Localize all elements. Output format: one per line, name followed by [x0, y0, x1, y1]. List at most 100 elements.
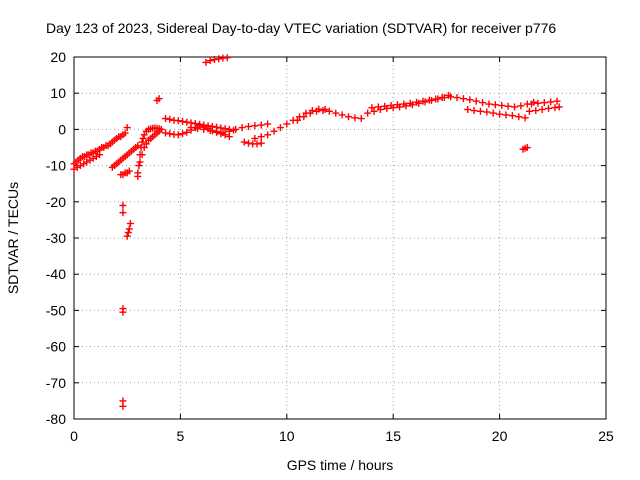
data-point: [244, 123, 252, 131]
data-point: [528, 100, 536, 108]
data-point: [517, 102, 525, 110]
data-point: [244, 139, 252, 147]
data-point: [264, 120, 272, 128]
data-point: [555, 103, 563, 111]
data-point: [438, 94, 446, 102]
data-point: [257, 133, 265, 141]
data-point: [313, 107, 321, 115]
data-point: [126, 220, 134, 228]
data-point: [179, 117, 187, 125]
data-point: [155, 95, 163, 103]
y-tick-label: -70: [46, 375, 66, 391]
data-point: [253, 140, 261, 148]
data-point: [374, 103, 382, 111]
x-tick-label: 0: [70, 428, 78, 444]
data-point: [225, 127, 233, 135]
data-point: [123, 124, 131, 132]
y-tick-label: -50: [46, 302, 66, 318]
data-point: [157, 125, 165, 133]
data-point: [135, 162, 143, 170]
y-tick-label: 20: [50, 49, 66, 65]
data-point: [459, 95, 467, 103]
data-point: [134, 169, 142, 177]
data-point: [219, 129, 227, 137]
data-point: [119, 201, 127, 209]
data-point: [276, 124, 284, 132]
data-point: [183, 118, 191, 126]
data-point: [381, 102, 389, 110]
data-point: [232, 125, 240, 133]
data-point: [125, 225, 133, 233]
data-point: [166, 115, 174, 123]
data-point: [138, 151, 146, 159]
data-point: [240, 138, 248, 146]
data-point: [300, 113, 308, 121]
data-point: [547, 98, 555, 106]
data-point: [193, 125, 201, 133]
data-point: [136, 158, 144, 166]
data-point: [215, 55, 223, 63]
data-point: [432, 95, 440, 103]
data-point: [306, 109, 314, 117]
data-point: [393, 101, 401, 109]
data-point: [283, 120, 291, 128]
data-point: [464, 105, 472, 113]
y-tick-label: -10: [46, 158, 66, 174]
data-point: [251, 134, 259, 142]
data-point: [491, 101, 499, 109]
data-point: [293, 116, 301, 124]
data-point: [119, 402, 127, 410]
data-point: [123, 232, 131, 240]
y-tick-label: -30: [46, 230, 66, 246]
data-point: [183, 128, 191, 136]
data-point: [521, 114, 529, 122]
data-point: [364, 109, 372, 117]
data-point: [166, 130, 174, 138]
data-point: [472, 97, 480, 105]
y-tick-label: 10: [50, 85, 66, 101]
data-point: [125, 167, 133, 175]
y-tick-label: -80: [46, 411, 66, 427]
data-point: [270, 127, 278, 135]
data-point: [251, 122, 259, 130]
data-point: [206, 126, 214, 134]
data-point: [483, 108, 491, 116]
data-point: [357, 115, 365, 123]
data-point: [206, 57, 214, 65]
data-point: [121, 129, 129, 137]
chart-title: Day 123 of 2023, Sidereal Day-to-day VTE…: [46, 20, 556, 36]
data-point: [325, 107, 333, 115]
data-point: [264, 131, 272, 139]
data-point: [124, 229, 132, 237]
data-point: [553, 97, 561, 105]
y-axis-label: SDTVAR / TECUs: [5, 182, 21, 294]
data-point: [489, 109, 497, 117]
data-point: [140, 131, 148, 139]
data-point: [545, 104, 553, 112]
data-point: [140, 144, 148, 151]
x-tick-label: 20: [492, 428, 508, 444]
data-point: [351, 114, 359, 122]
data-point: [187, 124, 195, 132]
data-point: [425, 96, 433, 104]
data-point: [96, 151, 104, 159]
data-point: [162, 129, 170, 137]
x-tick-label: 10: [279, 428, 295, 444]
x-axis-label: GPS time / hours: [287, 457, 394, 473]
data-points: [70, 54, 563, 410]
data-point: [138, 138, 146, 146]
data-point: [498, 102, 506, 110]
data-point: [419, 97, 427, 105]
data-point: [319, 107, 327, 115]
data-point: [387, 102, 395, 110]
data-point: [476, 107, 484, 115]
data-point: [221, 125, 229, 133]
data-point: [496, 110, 504, 118]
data-point: [515, 113, 523, 121]
data-point: [210, 56, 218, 64]
y-tick-label: -20: [46, 194, 66, 210]
data-point: [508, 112, 516, 120]
data-point: [174, 117, 182, 125]
y-tick-label: 0: [58, 121, 66, 137]
